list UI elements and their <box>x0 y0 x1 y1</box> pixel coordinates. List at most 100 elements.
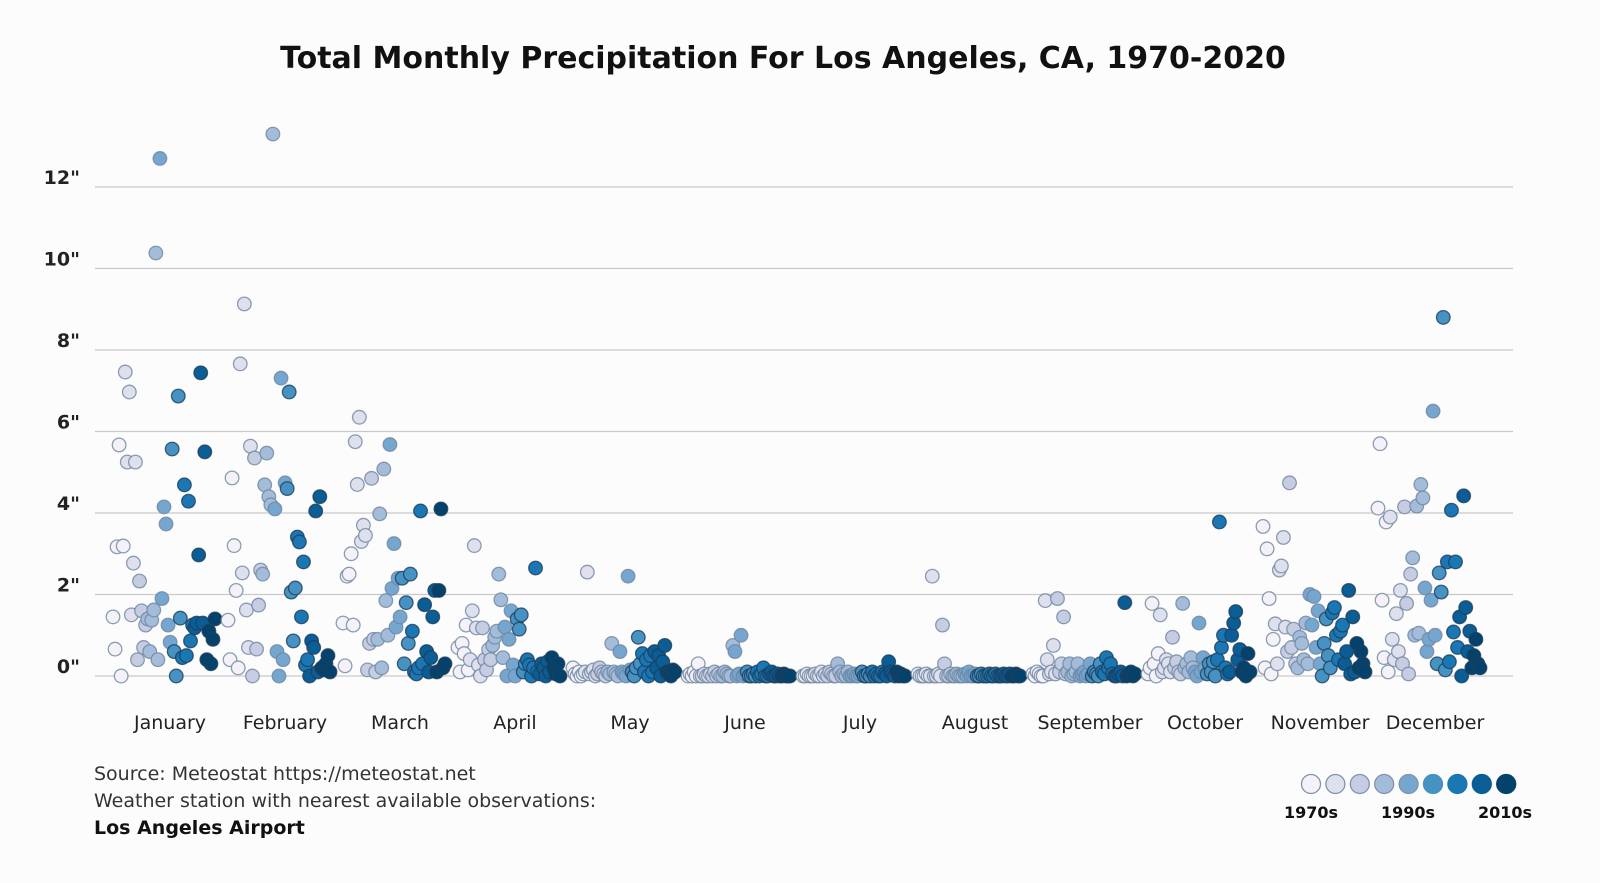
data-point-january-2003 <box>172 610 188 626</box>
data-point-july-2020 <box>897 668 913 684</box>
legend: 1970s 1990s 2010s <box>1284 773 1532 822</box>
data-point-march-1971 <box>337 658 353 674</box>
legend-swatch <box>1374 773 1395 795</box>
data-point-january-2008 <box>183 633 198 649</box>
data-point-december-1985 <box>1401 666 1417 682</box>
y-tick-label: 0" <box>57 656 80 678</box>
legend-swatch <box>1422 773 1444 795</box>
data-point-march-2018 <box>433 501 449 517</box>
data-point-december-2013 <box>1458 600 1474 615</box>
data-point-december-1972 <box>1374 592 1390 608</box>
data-point-february-2020 <box>322 664 338 680</box>
data-point-february-2013 <box>308 503 324 519</box>
data-point-november-1979 <box>1273 558 1289 574</box>
data-point-february-1984 <box>249 641 265 657</box>
data-point-march-1989 <box>374 660 390 676</box>
data-point-december-1997 <box>1425 403 1441 419</box>
x-tick-label: November <box>1271 712 1370 734</box>
x-tick-label: October <box>1167 712 1243 734</box>
data-point-november-2018 <box>1353 644 1369 660</box>
data-point-january-1975 <box>115 538 131 554</box>
x-axis: January February March April May June July Augu… <box>133 712 1484 734</box>
data-point-september-1976 <box>1037 593 1053 609</box>
data-point-october-1995 <box>1191 615 1207 631</box>
data-point-june-1993 <box>727 644 743 660</box>
data-point-march-2001 <box>398 595 414 611</box>
data-point-december-2002 <box>1435 309 1451 325</box>
data-point-november-1994 <box>1304 617 1320 633</box>
data-point-january-1978 <box>121 384 137 400</box>
data-point-december-1976 <box>1382 509 1398 525</box>
data-point-december-1975 <box>1380 664 1396 680</box>
data-point-january-2015 <box>197 444 213 460</box>
data-point-november-1980 <box>1275 530 1291 545</box>
data-point-february-1976 <box>232 356 248 372</box>
data-point-february-2019 <box>320 648 336 664</box>
y-tick-label: 12" <box>44 167 80 189</box>
data-point-february-1974 <box>228 582 244 598</box>
data-point-october-1976 <box>1152 607 1168 623</box>
data-point-january-1995 <box>156 499 172 515</box>
data-point-february-2005 <box>291 534 307 550</box>
data-point-november-2020 <box>1357 664 1373 680</box>
data-point-june-2020 <box>782 668 798 684</box>
data-point-december-2006 <box>1443 502 1459 518</box>
data-point-march-2014 <box>425 609 441 625</box>
legend-swatch <box>1447 773 1468 795</box>
data-point-january-1991 <box>148 245 164 261</box>
chart-title: Total Monthly Precipitation For Los Ange… <box>280 41 1286 76</box>
x-tick-label: April <box>493 712 536 734</box>
data-point-march-1975 <box>345 617 361 633</box>
data-point-december-2012 <box>1456 488 1472 504</box>
data-points <box>105 126 1488 684</box>
data-point-november-1973 <box>1261 591 1277 607</box>
data-point-october-2011 <box>1224 627 1240 643</box>
data-point-november-2012 <box>1341 582 1357 598</box>
data-point-october-1987 <box>1175 596 1191 611</box>
gridlines <box>95 186 1513 677</box>
data-point-february-1983 <box>247 450 262 466</box>
data-point-january-2013 <box>193 365 209 381</box>
legend-label: 1990s <box>1381 803 1435 822</box>
data-point-april-2008 <box>528 560 543 576</box>
data-point-december-2000 <box>1431 565 1447 581</box>
data-point-january-1999 <box>164 441 180 457</box>
data-point-november-2009 <box>1335 617 1351 633</box>
data-point-december-1996 <box>1423 592 1439 608</box>
data-point-april-1993 <box>497 619 513 635</box>
data-point-february-2007 <box>296 554 311 570</box>
x-tick-label: August <box>942 712 1009 734</box>
data-point-march-1981 <box>357 527 373 543</box>
y-axis: 0" 2" 4" 6" 8" 10" 12" <box>44 167 80 678</box>
data-point-april-2020 <box>552 668 568 684</box>
y-tick-label: 10" <box>44 249 80 271</box>
data-point-february-1970 <box>220 612 236 628</box>
data-point-january-2020 <box>207 611 223 627</box>
data-point-january-2007 <box>181 493 196 509</box>
data-point-december-2007 <box>1446 624 1461 640</box>
data-point-january-2001 <box>168 668 184 684</box>
data-point-november-2014 <box>1345 609 1361 625</box>
data-point-january-1981 <box>127 454 143 470</box>
data-point-march-1984 <box>364 470 380 486</box>
data-point-march-1993 <box>382 437 398 452</box>
data-point-january-1982 <box>130 652 145 668</box>
data-point-december-2011 <box>1454 668 1470 684</box>
data-point-march-1976 <box>347 434 363 450</box>
data-point-november-1975 <box>1265 631 1281 647</box>
y-tick-label: 2" <box>57 575 80 597</box>
data-point-june-1996 <box>733 627 749 643</box>
data-point-january-2002 <box>170 388 186 404</box>
data-point-january-2018 <box>203 656 219 672</box>
data-point-december-1991 <box>1413 477 1429 492</box>
data-point-february-1993 <box>267 501 283 517</box>
data-point-may-1997 <box>620 568 636 584</box>
data-point-march-1991 <box>378 593 394 609</box>
data-point-december-1970 <box>1370 500 1386 516</box>
data-point-february-2000 <box>281 384 297 400</box>
x-tick-label: June <box>723 712 765 734</box>
data-point-march-2008 <box>413 503 428 519</box>
data-point-february-1992 <box>265 126 281 142</box>
data-point-november-1977 <box>1269 656 1285 672</box>
y-tick-label: 6" <box>57 412 80 434</box>
